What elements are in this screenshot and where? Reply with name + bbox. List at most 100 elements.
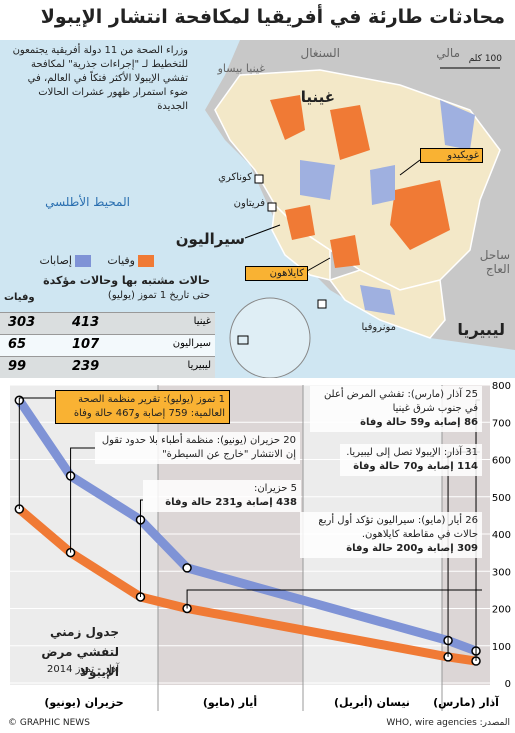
district <box>440 100 475 150</box>
map-label: مونروفيا <box>361 322 397 333</box>
annotation: 20 حزيران (يونيو): منظمة أطباء بلا حدود … <box>95 432 300 464</box>
month-label: نيسان (أبريل) <box>334 695 410 709</box>
district <box>390 180 450 250</box>
cases: 107 <box>72 337 100 352</box>
leader <box>399 159 421 176</box>
map-label: سيراليون <box>175 230 245 248</box>
legend-swatch <box>138 255 154 267</box>
deaths: 99 <box>8 359 27 374</box>
map-label: السنغال <box>300 46 340 60</box>
legend-label: إصابات <box>39 254 72 267</box>
deaths: 65 <box>8 337 27 352</box>
point <box>443 635 453 646</box>
annotation: 5 حزيران: 438 إصابة و231 حالة وفاة <box>143 480 301 512</box>
map-label: كوناكري <box>218 172 252 183</box>
annotation-figure: 309 إصابة و200 حالة وفاة <box>346 543 478 554</box>
month-label: حزيران (يونيو) <box>44 696 123 709</box>
legend-label: وفيات <box>107 254 135 267</box>
point <box>14 395 25 406</box>
table: غينيا 413 303 سيراليون 107 65 ليبيريا 239 99 <box>0 312 215 378</box>
country: غينيا <box>193 316 211 327</box>
city <box>254 174 264 184</box>
y-tick-label: 800 <box>492 381 511 392</box>
annotation-text: 26 أيار (مايو): سيراليون تؤكد أول أربع ح… <box>318 515 478 540</box>
y-tick-label: 500 <box>492 493 511 504</box>
legend-swatch <box>75 255 91 267</box>
annotation: 31 آذار: الإيبولا تصل إلى ليبيريا. 114 إص… <box>340 444 482 476</box>
point <box>65 471 76 481</box>
scale-label: 100 كلم <box>468 54 502 64</box>
annotation: 26 أيار (مايو): سيراليون تؤكد أول أربع ح… <box>300 512 482 558</box>
map-label: غينيا <box>300 88 335 106</box>
sea <box>0 40 515 378</box>
district <box>330 105 370 160</box>
map-label: المحيط الأطلسي <box>45 195 130 209</box>
y-tick-label: 300 <box>492 567 511 578</box>
map-label: كايلاهون <box>245 266 308 281</box>
point <box>471 656 481 666</box>
month-label: أيار (مايو) <box>203 695 257 709</box>
city <box>267 202 277 212</box>
y-tick-label: 700 <box>492 418 511 429</box>
leader <box>139 499 143 597</box>
month-label: آذار (مارس) <box>433 695 499 709</box>
leader <box>70 447 95 553</box>
leader <box>18 397 55 510</box>
country: ليبيريا <box>187 360 211 371</box>
point <box>135 592 146 602</box>
annotation: 25 آذار (مارس): تفشي المرض أعلن في جنوب … <box>310 386 482 432</box>
annotation-text: 25 آذار (مارس): تفشي المرض أعلن في جنوب … <box>323 389 478 414</box>
cases: 239 <box>72 359 100 374</box>
map-label: فريتاون <box>233 198 265 209</box>
table-row: غينيا 413 303 <box>0 312 215 334</box>
annotation-figure: 86 إصابة و59 حالة وفاة <box>360 417 478 428</box>
point <box>182 603 192 614</box>
table-header: وفيات <box>4 292 35 303</box>
cases: 413 <box>72 315 100 330</box>
point <box>182 563 192 573</box>
table-subtitle: حتى تاريخ 1 تموز (يوليو) <box>107 290 210 301</box>
map-label: غينيا بيساو <box>217 62 265 75</box>
y-tick-label: 400 <box>492 530 511 541</box>
map-label: مالي <box>436 46 460 60</box>
annotation: 1 تموز (يوليو): تقرير منظمة الصحة العالم… <box>55 390 230 424</box>
table-title: حالات مشتبه بها وحالات مؤكدة <box>43 274 210 287</box>
district <box>285 205 315 240</box>
deaths: 303 <box>8 315 36 330</box>
city <box>317 299 327 309</box>
district <box>270 95 305 140</box>
source: المصدر: WHO, wire agencies <box>386 718 510 728</box>
district <box>330 235 360 268</box>
table-row: ليبيريا 239 99 <box>0 356 215 378</box>
district <box>360 285 395 315</box>
map-label: ليبيريا <box>457 320 505 339</box>
country: سيراليون <box>172 338 211 349</box>
point <box>14 504 25 514</box>
map <box>0 40 515 378</box>
map-label: غويكيدو <box>420 148 483 163</box>
district <box>370 165 395 205</box>
point <box>65 547 76 558</box>
locator-box <box>237 335 249 345</box>
annotation-figure: 114 إصابة و70 حالة وفاة <box>353 461 478 472</box>
y-tick-label: 200 <box>492 605 511 616</box>
point <box>135 515 146 525</box>
intro: وزراء الصحة من 11 دولة أفريقية يجتمعون ل… <box>12 45 188 112</box>
annotation-text: 1 تموز (يوليو): تقرير منظمة الصحة العالم… <box>73 394 225 419</box>
map-label: ساحل العاج <box>479 248 510 276</box>
point <box>443 652 453 662</box>
leader <box>186 589 482 609</box>
chart-subtitle: آذار - تموز 2014 <box>47 664 119 675</box>
credit: © GRAPHIC NEWS <box>8 718 90 728</box>
title: محادثات طارئة في أفريقيا لمكافحة انتشار … <box>40 6 505 28</box>
month-band <box>158 385 303 685</box>
y-tick-label: 0 <box>505 679 511 690</box>
leader <box>244 224 281 239</box>
y-tick-label: 600 <box>492 456 511 467</box>
annotation-text: 20 حزيران (يونيو): منظمة أطباء بلا حدود … <box>101 435 296 460</box>
district <box>300 160 335 200</box>
annotation-figure: 438 إصابة و231 حالة وفاة <box>165 497 297 508</box>
y-tick-label: 100 <box>492 642 511 653</box>
locator-globe <box>229 297 311 378</box>
